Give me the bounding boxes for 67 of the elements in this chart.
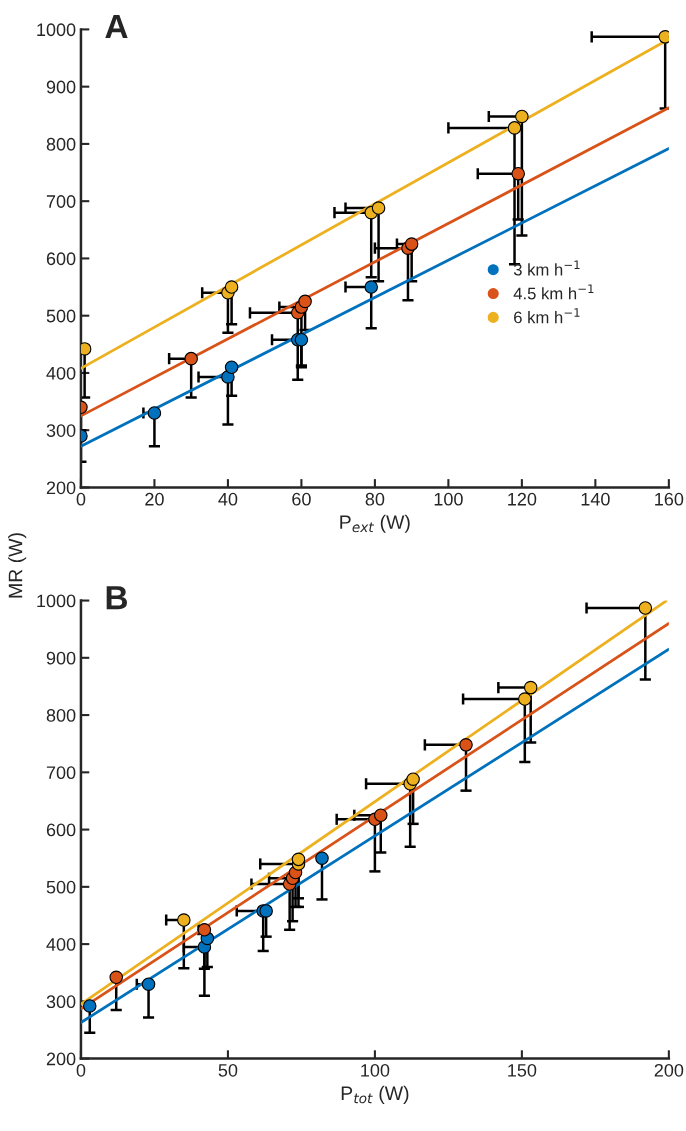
x-tick-label: 160 <box>655 492 684 506</box>
point <box>197 923 212 937</box>
point <box>298 294 312 309</box>
legend-label: 4.5 km h$^{−1}$ <box>513 284 594 300</box>
x-tick-label: 40 <box>218 492 238 506</box>
y-tick-label: 900 <box>46 651 76 665</box>
point <box>518 692 532 706</box>
chart-title: A <box>105 15 128 39</box>
chart-title: B <box>106 586 128 610</box>
y-tick-label: 200 <box>46 1052 76 1066</box>
point <box>224 360 239 374</box>
legend-label: 3 km h$^{−1}$ <box>513 260 580 276</box>
y-tick-label: 500 <box>46 309 76 323</box>
y-tick-label: 800 <box>46 137 76 151</box>
x-tick-label: 0 <box>76 1063 86 1077</box>
y-tick-label: 1000 <box>37 594 76 608</box>
x-tick-label: 60 <box>292 492 311 506</box>
x-axis-title: P$_{ext}$ (W) <box>340 514 410 533</box>
point <box>459 738 473 752</box>
point <box>404 237 419 251</box>
point <box>147 406 162 420</box>
y-tick-label: 700 <box>46 766 76 780</box>
point <box>177 913 191 927</box>
x-tick-label: 100 <box>434 492 463 506</box>
point <box>80 342 92 356</box>
y-tick-label: 900 <box>46 80 76 94</box>
x-tick-label: 80 <box>365 492 385 506</box>
x-axis-title: P$_{tot}$ (W) <box>341 1085 409 1104</box>
point <box>184 351 198 366</box>
x-tick-label: 150 <box>508 1063 537 1077</box>
x-tick-label: 200 <box>654 1063 684 1077</box>
point <box>224 280 239 294</box>
point <box>511 166 525 181</box>
point <box>109 970 123 985</box>
y-tick-label: 300 <box>46 995 76 1009</box>
x-tick-label: 0 <box>76 492 86 506</box>
point <box>523 680 538 695</box>
y-tick-label: 700 <box>46 195 76 208</box>
y-tick-label: 600 <box>46 252 76 266</box>
point <box>294 332 309 347</box>
y-tick-label: 200 <box>46 481 76 495</box>
point <box>371 201 386 215</box>
point <box>141 977 156 991</box>
x-tick-label: 100 <box>361 1063 390 1077</box>
y-tick-label: 500 <box>46 880 76 894</box>
y-tick-label: 400 <box>46 366 76 380</box>
y-tick-label: 1000 <box>37 23 76 37</box>
x-tick-label: 20 <box>145 492 164 506</box>
point <box>83 999 97 1013</box>
y-axis-title: MR (W) <box>8 533 27 598</box>
point <box>515 109 529 124</box>
point <box>315 851 329 865</box>
point <box>638 601 653 615</box>
point <box>406 772 420 786</box>
point <box>507 121 522 135</box>
point <box>364 280 378 294</box>
x-tick-label: 140 <box>581 492 610 506</box>
point <box>221 370 235 384</box>
x-tick-label: 50 <box>218 1063 238 1077</box>
point <box>291 852 306 867</box>
y-tick-label: 600 <box>46 823 76 837</box>
y-tick-label: 800 <box>46 709 76 722</box>
x-tick-label: 120 <box>508 492 537 506</box>
point <box>374 808 388 823</box>
legend-label: 6 km h$^{−1}$ <box>514 308 580 324</box>
y-tick-label: 400 <box>46 938 76 951</box>
y-tick-label: 300 <box>46 424 76 437</box>
